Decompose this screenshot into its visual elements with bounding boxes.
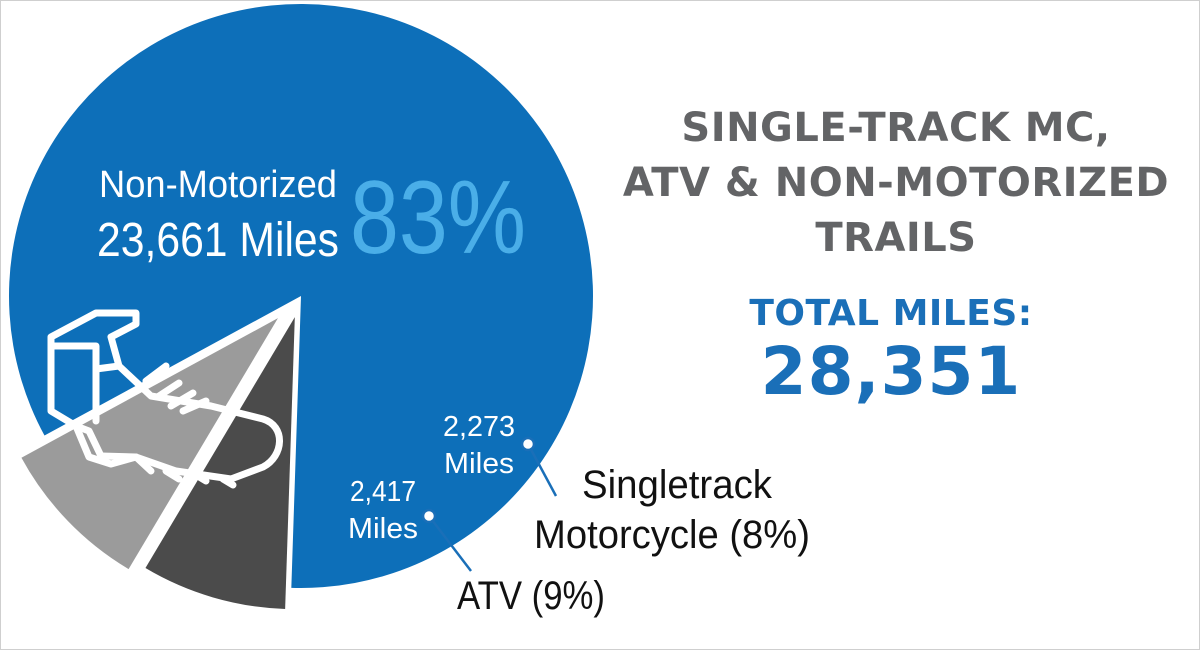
non-motorized-name-label: Non-Motorized [99,164,337,206]
chart-title-line-3: TRAILS [815,215,977,261]
atv-leader-line [428,515,472,572]
non-motorized-miles-label: 23,661 Miles [97,214,339,267]
motorcycle-leader-line [526,443,558,497]
motorcycle-miles-unit: Miles [444,448,514,480]
total-miles-label: TOTAL MILES: [749,293,1033,334]
chart-title: SINGLE-TRACK MC, ATV & NON-MOTORIZED TRA… [601,101,1191,266]
atv-callout: ATV (9%) [457,574,605,618]
atv-slice [21,318,278,570]
non-motorized-slice [9,3,594,589]
motorcycle-callout-line-2: Motorcycle (8%) [534,513,810,557]
motorcycle-miles-value: 2,273 [443,411,515,443]
non-motorized-percent-label: 83% [350,160,526,276]
total-miles-value: 28,351 [760,333,1022,410]
motorcycle-leader-dot [520,436,536,452]
chart-title-line-2: ATV & NON-MOTORIZED [622,160,1170,206]
atv-miles-unit: Miles [348,513,418,545]
atv-leader-dot [421,508,437,524]
chart-title-line-1: SINGLE-TRACK MC, [681,105,1111,151]
motorcycle-slice [145,317,295,609]
motorcycle-callout-line-1: Singletrack [582,463,773,507]
atv-miles-value: 2,417 [350,476,416,508]
hiking-boot-icon [47,309,283,489]
